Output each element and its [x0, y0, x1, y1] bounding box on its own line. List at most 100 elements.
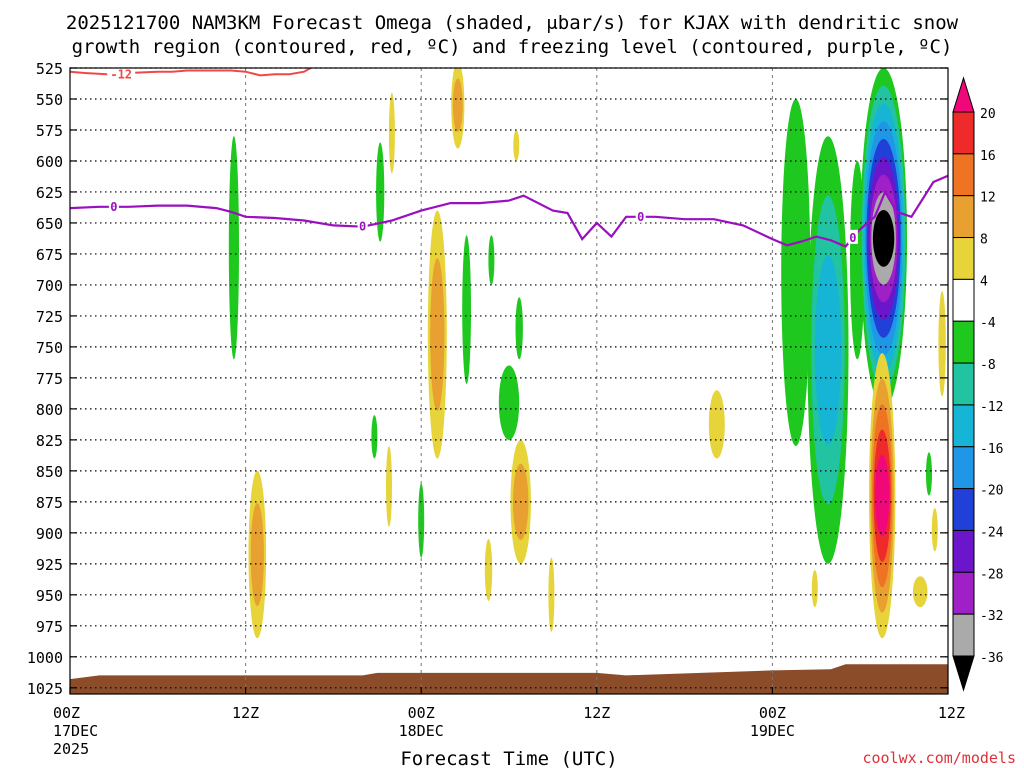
colorbar-label-10: -24	[980, 525, 1004, 540]
omega-cell-0-level-0	[228, 136, 239, 360]
y-tick-label-725: 725	[36, 308, 63, 326]
y-tick-label-625: 625	[36, 184, 63, 202]
omega-cell-25-level-0	[931, 508, 938, 552]
omega-cell-3-level-0	[388, 92, 395, 174]
colorbar-bin-14	[952, 655, 975, 692]
colorbar-bin-2	[952, 153, 975, 197]
omega-cell-15-level-0	[484, 539, 493, 601]
colorbar-bin-13	[952, 613, 975, 657]
freezing-level-label-2: 0	[637, 210, 644, 224]
y-tick-label-750: 750	[36, 339, 63, 357]
y-tick-label-900: 900	[36, 525, 63, 543]
colorbar-label-12: -32	[980, 609, 1003, 624]
colorbar-label-6: -8	[980, 358, 996, 373]
colorbar-bin-5	[952, 278, 975, 322]
y-tick-label-925: 925	[36, 556, 63, 574]
omega-cell-4-level-0	[371, 415, 378, 459]
colorbar-label-8: -16	[980, 442, 1003, 457]
omega-cell-11-level-0	[498, 365, 520, 440]
omega-cell-24-level-0	[938, 291, 946, 397]
colorbar-bin-11	[952, 529, 975, 573]
y-tick-label-775: 775	[36, 370, 63, 388]
freezing-level-label-0: 0	[110, 200, 117, 214]
y-tick-label-650: 650	[36, 215, 63, 233]
x-tick-label-12: 12Z	[232, 704, 259, 722]
colorbar-label-2: 12	[980, 191, 996, 206]
colorbar-label-1: 16	[980, 149, 996, 164]
omega-cell-8-level-0	[462, 235, 471, 385]
freezing-label-bg-3	[847, 229, 858, 244]
omega-cell-5-level-0	[386, 446, 392, 527]
gridlines	[70, 67, 948, 694]
x-tick-label-36: 12Z	[583, 704, 610, 722]
x-year-label: 2025	[53, 740, 89, 758]
y-tick-label-850: 850	[36, 463, 63, 481]
colorbar-bin-9	[952, 446, 975, 490]
colorbar-bin-12	[952, 571, 975, 615]
colorbar-label-13: -36	[980, 651, 1003, 666]
omega-cell-21-level-8	[872, 210, 895, 267]
colorbar-bin-4	[952, 237, 975, 280]
y-tick-label-1000: 1000	[27, 649, 63, 667]
y-tick-label-675: 675	[36, 246, 63, 264]
y-tick-label-800: 800	[36, 401, 63, 419]
colorbar-bin-0	[952, 76, 975, 113]
colorbar: 20 16 12 8 4 -4 -8 -12 -16 -20 -24 -28 -32 -36	[952, 76, 1004, 692]
colorbar-bin-8	[952, 404, 975, 448]
colorbar-bin-6	[952, 320, 975, 364]
y-tick-label-1025: 1025	[27, 680, 63, 698]
x-date-label-0: 17DEC	[53, 722, 98, 740]
dgz-contour-label: -12	[110, 67, 132, 81]
colorbar-bin-7	[952, 362, 975, 406]
dgz-label-bg	[107, 68, 136, 80]
y-tick-label-525: 525	[36, 60, 63, 78]
chart-title-line-1: 2025121700 NAM3KM Forecast Omega (shaded…	[66, 12, 959, 34]
y-tick-label-550: 550	[36, 91, 63, 109]
chart-title-line-2: growth region (contoured, red, ºC) and f…	[72, 36, 953, 58]
freezing-level-label-3: 0	[849, 231, 856, 245]
y-tick-label-700: 700	[36, 277, 63, 295]
omega-cell-14-level-0	[513, 130, 520, 161]
credit-text: coolwx.com/models	[862, 749, 1016, 767]
omega-cell-27-level-0	[811, 570, 818, 608]
y-tick-label-600: 600	[36, 153, 63, 171]
colorbar-label-3: 8	[980, 233, 988, 248]
colorbar-label-0: 20	[980, 107, 996, 122]
colorbar-bin-1	[952, 111, 975, 155]
freezing-label-bg-1	[357, 218, 368, 233]
x-date-label-48: 19DEC	[750, 722, 795, 740]
omega-cell-23-level-0	[912, 576, 928, 608]
omega-cell-12-level-0	[515, 297, 523, 360]
y-axis-pressure: 525 550 575 600 625 650 675 700 725 750 775 800 825 8…	[27, 60, 948, 698]
y-tick-label-575: 575	[36, 122, 63, 140]
omega-cell-17-level-0	[708, 390, 725, 459]
omega-cell-7-level-1	[452, 78, 463, 132]
omega-cell-22-level-4	[875, 455, 890, 537]
colorbar-label-4: 4	[980, 274, 988, 289]
freezing-label-bg-2	[635, 208, 646, 223]
omega-shading-layer	[228, 68, 946, 639]
x-axis-label: Forecast Time (UTC)	[400, 748, 617, 768]
x-date-label-24: 18DEC	[399, 722, 444, 740]
omega-cell-1-level-1	[250, 503, 264, 606]
colorbar-label-11: -28	[980, 567, 1003, 582]
omega-cell-26-level-0	[926, 452, 932, 496]
omega-cell-18-level-0	[781, 99, 811, 446]
colorbar-label-7: -12	[980, 400, 1003, 415]
surface-ground	[70, 664, 948, 694]
colorbar-label-9: -20	[980, 484, 1003, 499]
colorbar-bin-3	[952, 195, 975, 239]
y-tick-label-950: 950	[36, 587, 63, 605]
colorbar-bin-10	[952, 488, 975, 531]
omega-cell-6-level-1	[430, 258, 445, 411]
contour-layer: 0 0 0 0 -12	[70, 67, 948, 248]
freezing-label-bg-0	[108, 198, 119, 213]
x-tick-label-24: 00Z	[408, 704, 435, 722]
colorbar-label-5: -4	[980, 316, 996, 331]
omega-cell-10-level-0	[488, 235, 495, 285]
omega-cell-9-level-0	[418, 483, 425, 558]
freezing-level-label-1: 0	[359, 220, 366, 234]
x-tick-label-0: 00Z	[53, 704, 80, 722]
